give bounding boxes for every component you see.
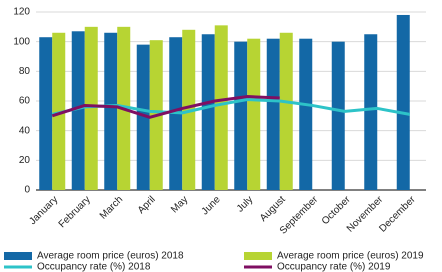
bar — [104, 32, 118, 191]
bar — [247, 38, 261, 191]
y-tick-label: 100 — [13, 36, 30, 47]
y-tick-label: 80 — [19, 66, 31, 77]
y-tick-label: 60 — [19, 96, 31, 107]
x-tick-label: July — [235, 194, 255, 214]
bar — [234, 41, 248, 190]
x-tick-label: January — [27, 194, 60, 227]
bar — [84, 26, 98, 191]
legend-swatch — [4, 252, 32, 260]
legend-label: Occupancy rate (%) 2019 — [277, 262, 391, 272]
legend-label: Average room price (euros) 2019 — [277, 251, 424, 262]
legend-label: Average room price (euros) 2018 — [37, 251, 184, 262]
x-tick-label: March — [98, 194, 125, 221]
x-tick-label: December — [377, 194, 418, 235]
x-tick-label: August — [258, 194, 288, 224]
bar — [136, 44, 150, 191]
bar — [266, 38, 280, 191]
bar — [201, 34, 215, 190]
bar — [331, 41, 345, 190]
bar — [396, 14, 410, 191]
y-tick-label: 20 — [19, 155, 31, 166]
bar — [71, 31, 85, 191]
line — [51, 95, 280, 119]
bar — [279, 32, 293, 191]
y-tick-label: 0 — [24, 185, 30, 196]
y-tick-label: 40 — [19, 125, 31, 136]
x-tick-label: April — [136, 194, 158, 216]
bar — [39, 37, 53, 190]
x-tick-label: June — [200, 194, 223, 217]
x-tick-label: May — [169, 194, 190, 215]
bar — [214, 25, 228, 190]
legend-label: Occupancy rate (%) 2018 — [37, 262, 151, 272]
x-tick-label: February — [57, 194, 93, 230]
bar — [364, 34, 378, 190]
legend-swatch — [244, 252, 272, 260]
y-tick-label: 120 — [13, 7, 30, 18]
bar — [299, 38, 313, 191]
